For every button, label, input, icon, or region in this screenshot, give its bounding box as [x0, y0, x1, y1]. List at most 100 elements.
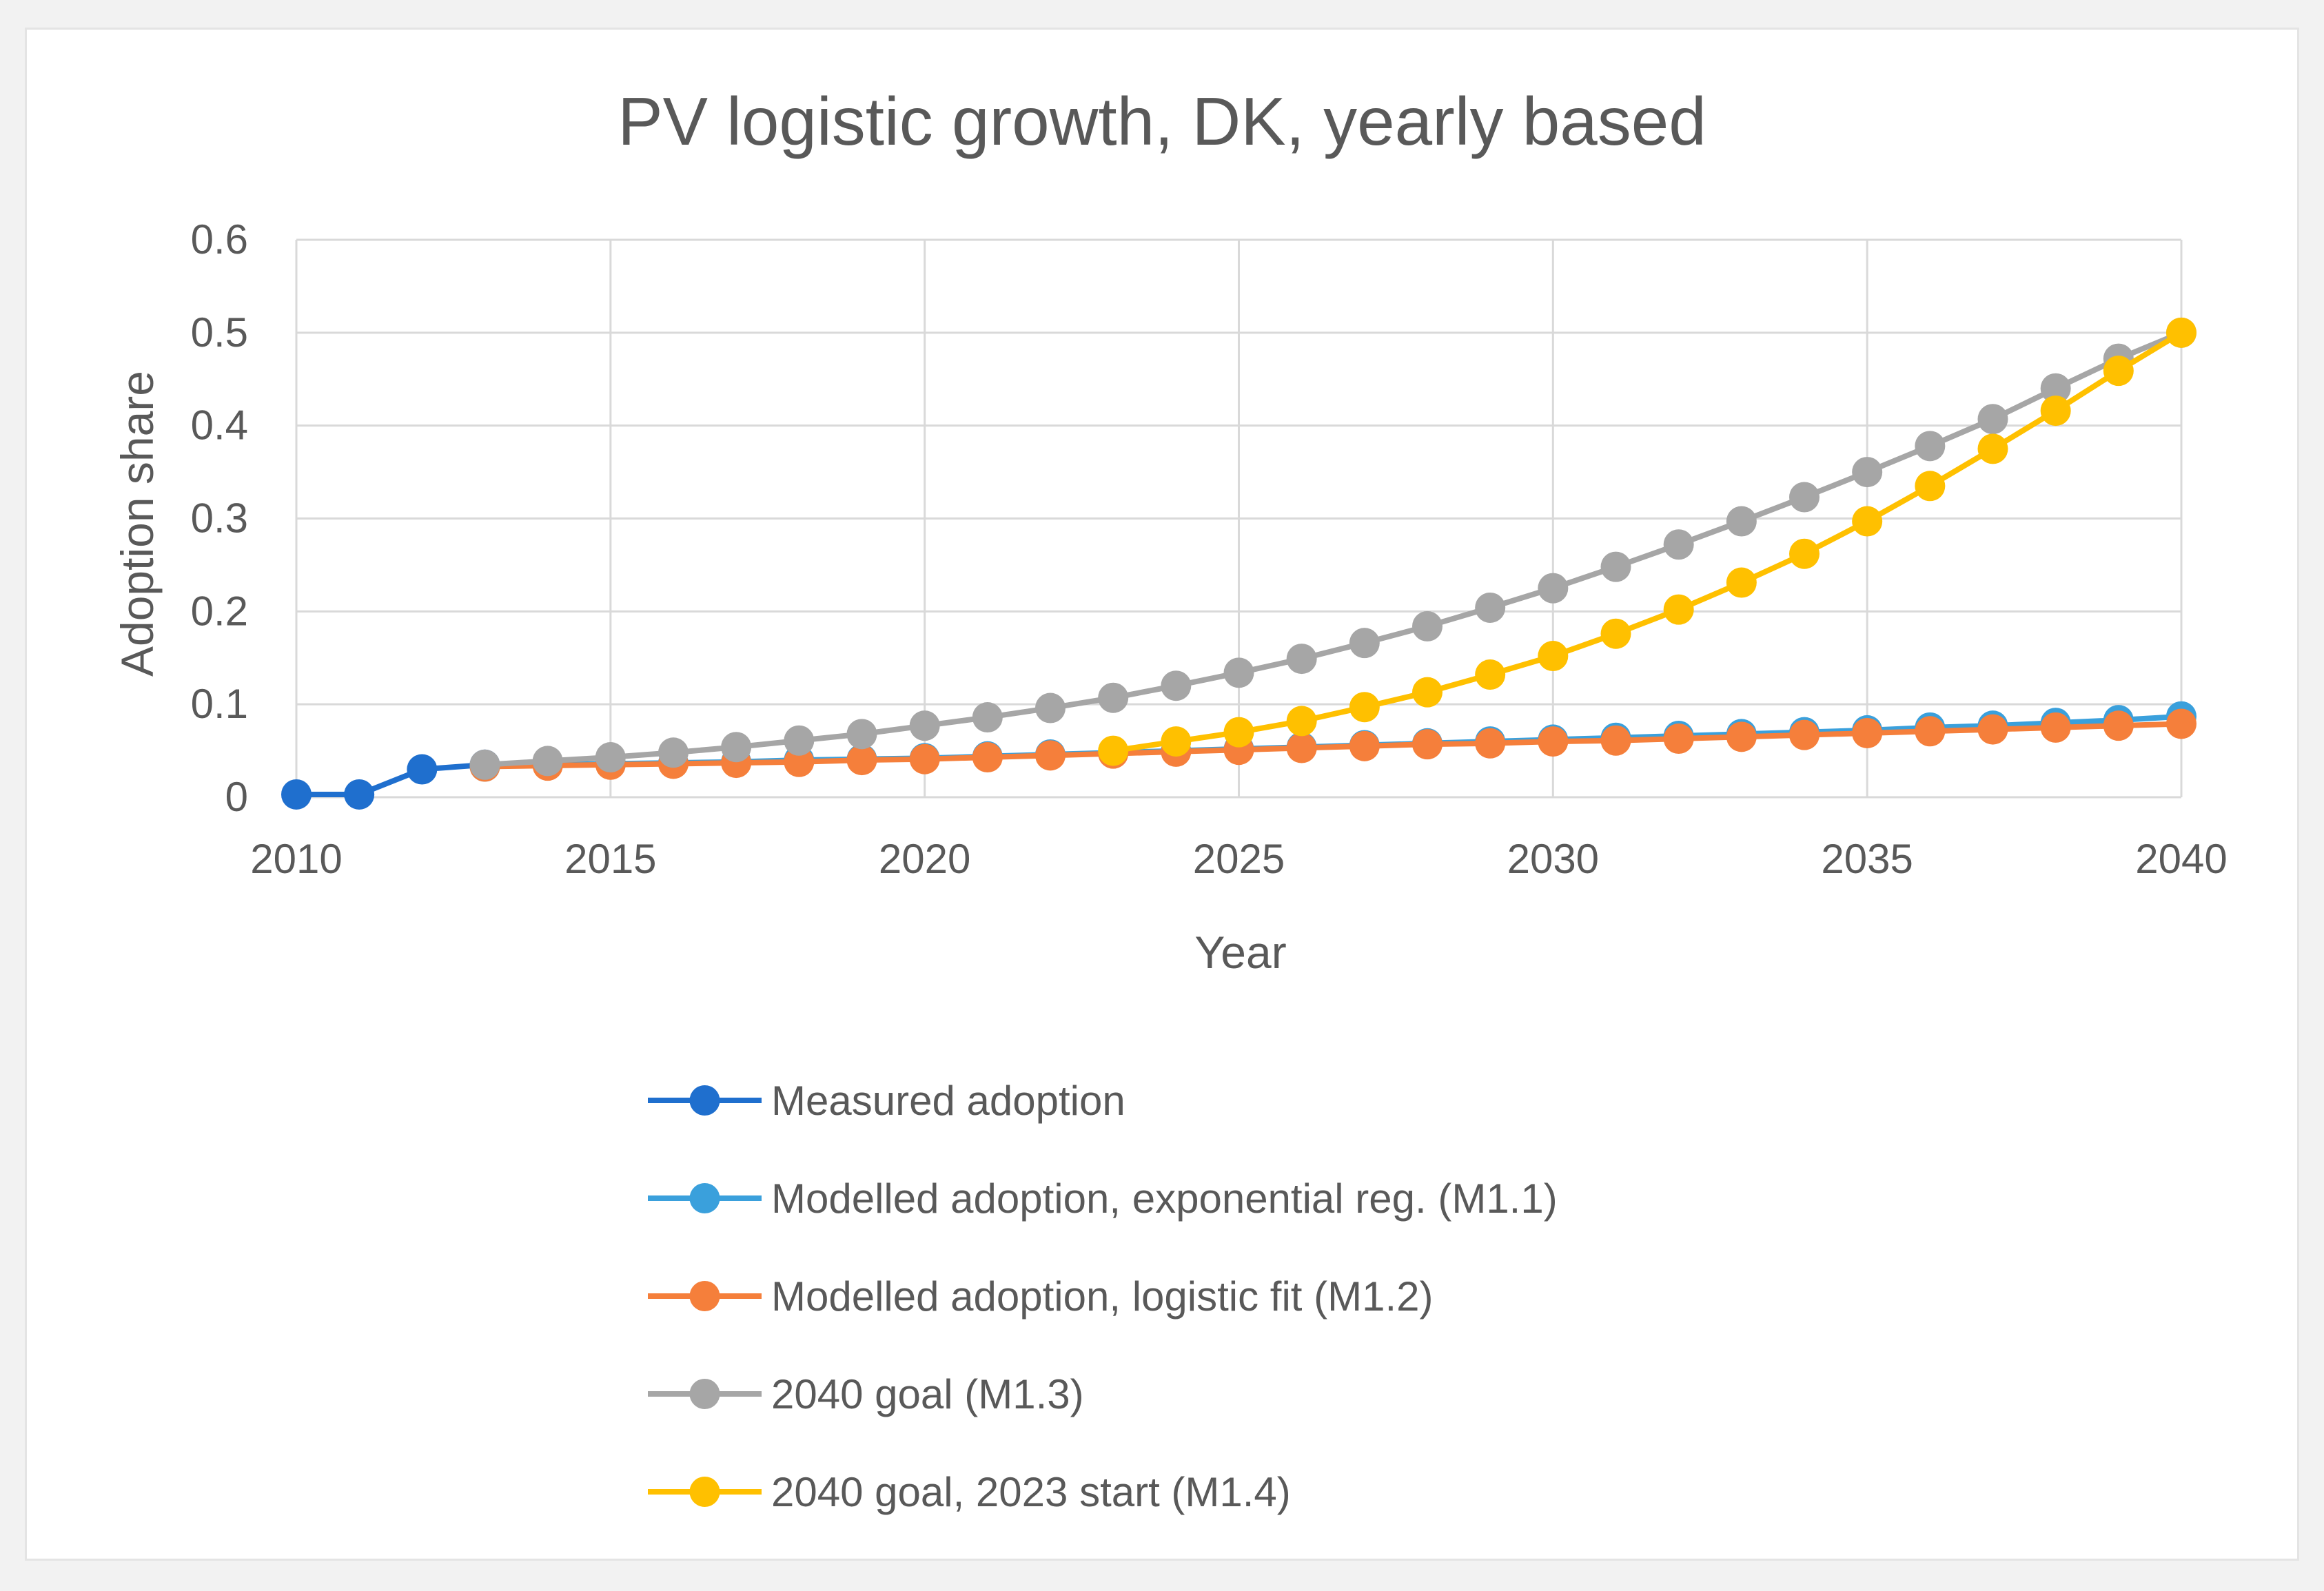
- data-point: [846, 745, 877, 776]
- data-point: [1789, 719, 1820, 750]
- data-point: [1538, 573, 1569, 604]
- data-point: [721, 732, 752, 763]
- series-line: [485, 721, 2182, 770]
- data-point: [2040, 712, 2071, 743]
- data-point: [1161, 726, 1192, 757]
- data-point: [784, 746, 815, 777]
- data-point: [407, 754, 438, 785]
- x-tick-label: 2025: [1193, 836, 1285, 882]
- data-point: [1600, 618, 1631, 649]
- data-point: [1349, 730, 1380, 761]
- data-point: [1286, 644, 1317, 675]
- legend-entry: 2040 goal (M1.3): [648, 1371, 1084, 1417]
- data-point: [469, 749, 500, 780]
- legend-marker: [689, 1281, 720, 1311]
- x-tick-label: 2020: [879, 836, 970, 882]
- legend: Measured adoption Modelled adoption, expo…: [648, 1078, 1558, 1515]
- chart-frame: [25, 28, 2299, 1561]
- data-point: [1663, 723, 1694, 755]
- y-tick-label: 0.6: [191, 216, 248, 263]
- data-point: [972, 702, 1003, 733]
- data-point: [1726, 721, 1757, 752]
- data-point: [2166, 317, 2196, 348]
- y-tick-label: 0.2: [191, 588, 248, 634]
- legend-label: 2040 goal (M1.3): [771, 1371, 1084, 1417]
- data-point: [909, 710, 940, 741]
- data-point: [1852, 717, 1883, 748]
- data-point: [1600, 551, 1631, 582]
- data-point: [784, 725, 815, 756]
- legend-marker: [689, 1379, 720, 1409]
- data-point: [1035, 692, 1066, 723]
- series-line: [296, 761, 485, 797]
- data-point: [1789, 538, 1820, 569]
- series-3: [469, 317, 2196, 780]
- data-point: [1412, 729, 1443, 760]
- x-tick-label: 2035: [1821, 836, 1913, 882]
- data-point: [1286, 732, 1317, 763]
- series-line: [485, 330, 2183, 768]
- legend-marker: [689, 1183, 720, 1213]
- y-axis-ticks: 0 0.1 0.2 0.3 0.4 0.5 0.6: [191, 216, 248, 820]
- legend-label: Modelled adoption, exponential reg. (M1.…: [771, 1176, 1558, 1222]
- data-point: [1349, 628, 1380, 659]
- x-axis-ticks: 2010 2015 2020 2025 2030 2035 2040: [250, 836, 2227, 882]
- data-point: [1852, 457, 1883, 488]
- legend-label: 2040 goal, 2023 start (M1.4): [771, 1469, 1291, 1515]
- series-4: [1098, 317, 2196, 766]
- data-point: [1098, 682, 1129, 713]
- series-line: [1112, 330, 2183, 754]
- data-point: [1663, 594, 1694, 625]
- series-layer: [281, 317, 2196, 810]
- y-tick-label: 0.3: [191, 495, 248, 542]
- data-point: [1475, 659, 1506, 690]
- series-0: [281, 749, 500, 810]
- data-point: [1726, 506, 1757, 537]
- data-point: [2040, 373, 2071, 404]
- data-point: [2103, 710, 2134, 741]
- gridlines: [295, 238, 2183, 799]
- data-point: [1475, 592, 1506, 623]
- legend-entry: Modelled adoption, logistic fit (M1.2): [648, 1273, 1433, 1320]
- data-point: [658, 737, 689, 768]
- data-point: [1223, 657, 1254, 688]
- data-point: [972, 742, 1003, 773]
- x-axis-title: Year: [1194, 927, 1286, 978]
- data-point: [1349, 692, 1380, 723]
- y-tick-label: 0.5: [191, 309, 248, 356]
- data-point: [1412, 677, 1443, 708]
- legend-marker: [689, 1085, 720, 1116]
- data-point: [1977, 404, 2008, 435]
- data-point: [846, 719, 877, 750]
- data-point: [1915, 471, 1946, 502]
- y-tick-label: 0.4: [191, 402, 248, 449]
- data-point: [2166, 708, 2196, 739]
- data-point: [1663, 529, 1694, 560]
- legend-entry: Measured adoption: [648, 1078, 1125, 1124]
- data-point: [595, 742, 626, 773]
- data-point: [1538, 641, 1569, 672]
- data-point: [1161, 670, 1192, 701]
- data-point: [1789, 482, 1820, 513]
- legend-entry: 2040 goal, 2023 start (M1.4): [648, 1469, 1291, 1515]
- data-point: [1475, 728, 1506, 759]
- data-point: [1915, 716, 1946, 747]
- data-point: [1412, 610, 1443, 641]
- data-point: [1600, 725, 1631, 756]
- data-point: [532, 746, 563, 777]
- data-point: [1726, 567, 1757, 598]
- legend-label: Measured adoption: [771, 1078, 1125, 1124]
- data-point: [1098, 735, 1129, 766]
- data-point: [1538, 726, 1569, 757]
- data-point: [1035, 740, 1066, 771]
- legend-label: Modelled adoption, logistic fit (M1.2): [771, 1273, 1433, 1320]
- x-tick-label: 2010: [250, 836, 342, 882]
- legend-entry: Modelled adoption, exponential reg. (M1.…: [648, 1176, 1558, 1222]
- y-tick-label: 0: [225, 774, 248, 820]
- data-point: [1286, 706, 1317, 737]
- data-point: [1852, 506, 1883, 537]
- series-2: [469, 708, 2196, 782]
- x-tick-label: 2040: [2135, 836, 2227, 882]
- y-axis-title: Adoption share: [112, 371, 163, 677]
- data-point: [1977, 714, 2008, 745]
